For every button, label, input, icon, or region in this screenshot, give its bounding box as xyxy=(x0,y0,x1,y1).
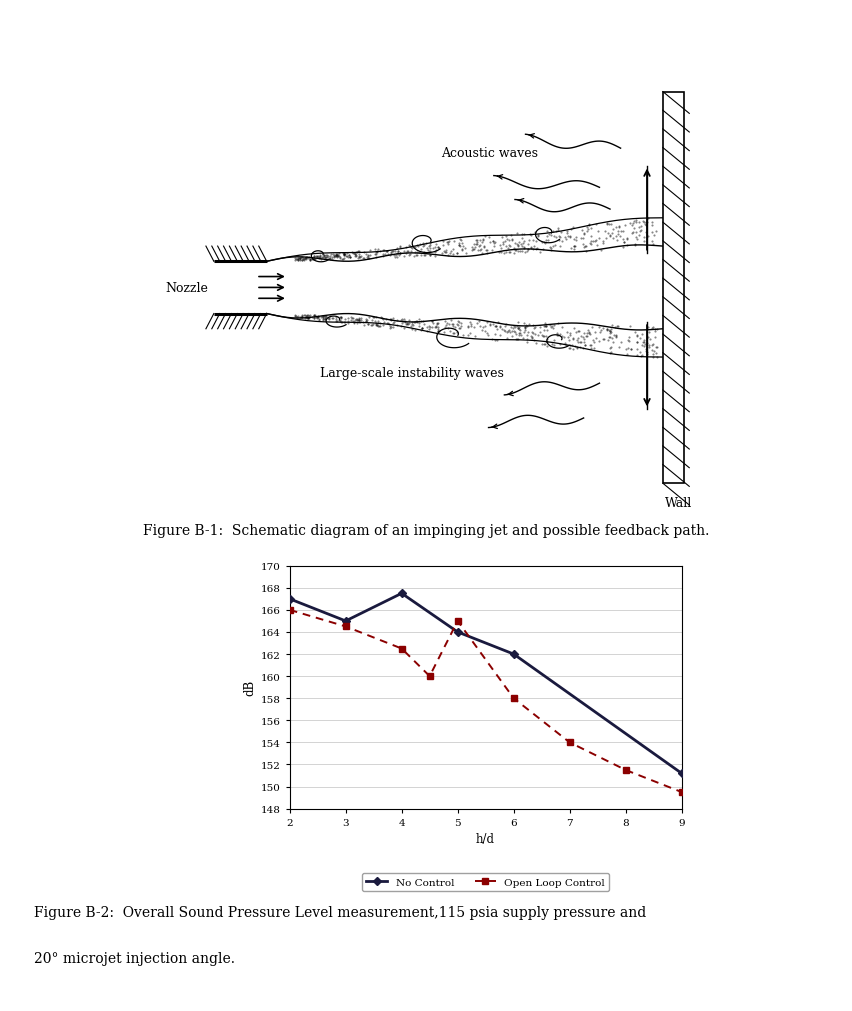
Text: 20° microjet injection angle.: 20° microjet injection angle. xyxy=(34,951,235,964)
Y-axis label: dB: dB xyxy=(244,679,256,696)
Text: Large-scale instability waves: Large-scale instability waves xyxy=(320,366,504,379)
Text: Acoustic waves: Acoustic waves xyxy=(441,147,538,160)
X-axis label: h/d: h/d xyxy=(476,832,495,845)
Text: Wall: Wall xyxy=(665,496,693,510)
Text: Figure B-2:  Overall Sound Pressure Level measurement,115 psia supply pressure a: Figure B-2: Overall Sound Pressure Level… xyxy=(34,906,647,919)
Text: Nozzle: Nozzle xyxy=(165,282,209,294)
Legend: No Control, Open Loop Control: No Control, Open Loop Control xyxy=(362,874,609,891)
Text: Figure B-1:  Schematic diagram of an impinging jet and possible feedback path.: Figure B-1: Schematic diagram of an impi… xyxy=(143,524,709,538)
Bar xyxy=(663,93,684,484)
